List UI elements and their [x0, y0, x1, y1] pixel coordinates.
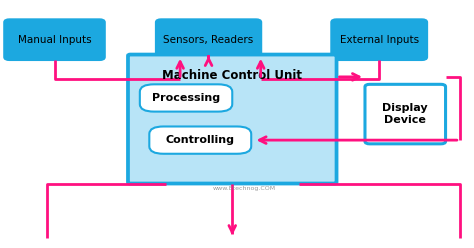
Text: www.Etechnog.COM: www.Etechnog.COM	[212, 186, 276, 191]
Text: Manual Inputs: Manual Inputs	[18, 35, 91, 45]
Text: Display
Device: Display Device	[383, 103, 428, 125]
Text: Processing: Processing	[152, 93, 220, 103]
FancyBboxPatch shape	[140, 84, 232, 112]
FancyBboxPatch shape	[365, 84, 446, 144]
Text: External Inputs: External Inputs	[340, 35, 419, 45]
Text: Sensors, Readers: Sensors, Readers	[164, 35, 254, 45]
FancyBboxPatch shape	[149, 126, 251, 154]
FancyBboxPatch shape	[332, 20, 427, 60]
Text: Machine Control Unit: Machine Control Unit	[162, 69, 302, 82]
FancyBboxPatch shape	[156, 20, 261, 60]
Text: Controlling: Controlling	[166, 135, 235, 145]
FancyBboxPatch shape	[128, 55, 337, 184]
FancyBboxPatch shape	[5, 20, 104, 60]
